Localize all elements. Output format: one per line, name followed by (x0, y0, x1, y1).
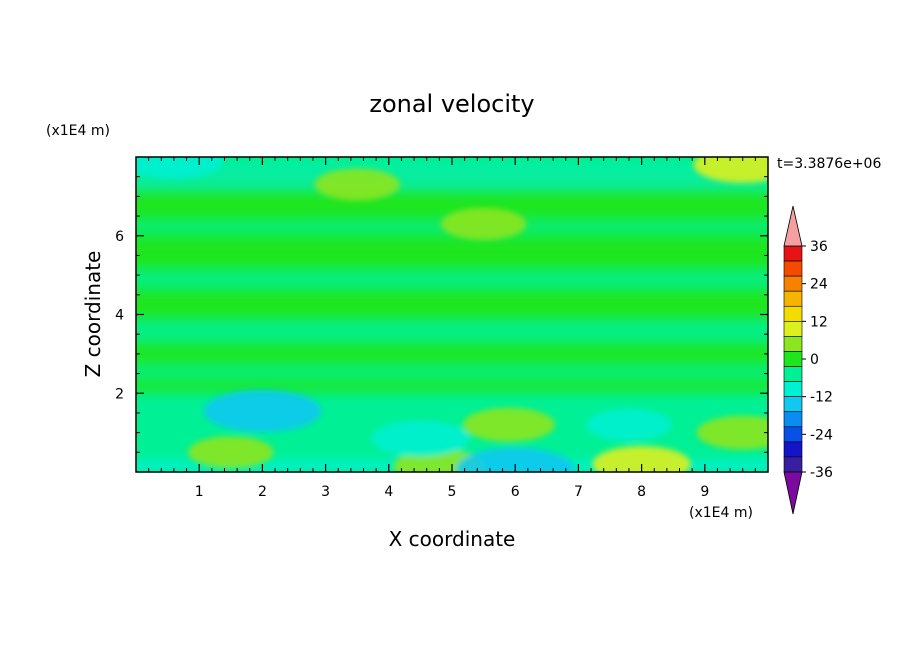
colorbar-band (783, 456, 803, 473)
colorbar-band (783, 260, 803, 277)
plot-field (136, 157, 768, 472)
x-tick-label: 8 (637, 484, 646, 500)
band-mid-1 (136, 268, 768, 290)
colorbar-band (783, 351, 803, 367)
velocity-feature (456, 447, 574, 472)
colorbar-band (783, 426, 803, 443)
x-tick-label: 4 (384, 484, 393, 500)
features-layer (136, 157, 768, 472)
colorbar-band (783, 396, 803, 413)
band-mid-2 (136, 318, 768, 344)
colorbar-label: 36 (810, 239, 828, 255)
colorbar-min-arrow (783, 471, 803, 515)
y-tick-label: 4 (115, 308, 124, 324)
chart-title: zonal velocity (369, 90, 534, 118)
x-tick-label: 1 (195, 484, 204, 500)
colorbar-band (783, 275, 803, 292)
x-tick-label: 2 (258, 484, 267, 500)
y-tick-label: 6 (115, 229, 124, 245)
colorbar-band (783, 321, 803, 337)
x-tick-label: 7 (574, 484, 583, 500)
colorbar-label: 12 (810, 314, 828, 330)
velocity-feature (462, 407, 555, 442)
velocity-feature (592, 446, 691, 472)
y-axis-label: Z coordinate (81, 251, 105, 378)
colorbar-band (783, 336, 803, 352)
colorbar: 36 24 12 0 -12 -24 -36 (783, 205, 833, 515)
ticks-layer (136, 157, 768, 472)
colorbar-label: 0 (810, 352, 819, 368)
x-tick-labels: 1 2 3 4 5 6 7 8 9 (195, 484, 710, 500)
colorbar-band (783, 245, 803, 262)
time-label: t=3.3876e+06 (777, 156, 881, 172)
x-tick-label: 5 (448, 484, 457, 500)
x-axis-label: X coordinate (389, 527, 516, 551)
colorbar-band (783, 441, 803, 458)
x-scale-label: (x1E4 m) (689, 505, 753, 521)
colorbar-band (783, 366, 803, 382)
velocity-feature (314, 168, 401, 201)
velocity-feature (188, 436, 274, 469)
velocity-feature (586, 408, 672, 441)
colorbar-label: -12 (810, 390, 833, 406)
band-top-2 (136, 166, 768, 192)
x-tick-label: 6 (511, 484, 520, 500)
colorbar-max-arrow (783, 205, 803, 247)
x-tick-label: 9 (700, 484, 709, 500)
velocity-feature (440, 207, 527, 240)
colorbar-label: 24 (810, 277, 828, 293)
x-tick-label: 3 (321, 484, 330, 500)
colorbar-label: -24 (810, 427, 833, 443)
velocity-feature (696, 415, 768, 450)
velocity-feature (203, 389, 322, 432)
colorbar-band (783, 290, 803, 307)
colorbar-band (783, 381, 803, 397)
velocity-feature (693, 157, 768, 183)
colorbar-label: -36 (810, 465, 833, 481)
band-mid-3 (136, 362, 768, 382)
colorbar-band (783, 305, 803, 322)
y-tick-label: 2 (115, 386, 124, 402)
velocity-feature (371, 420, 470, 457)
y-scale-label: (x1E4 m) (46, 123, 110, 139)
y-tick-labels: 2 4 6 (115, 229, 124, 403)
velocity-feature (136, 157, 224, 179)
colorbar-band (783, 411, 803, 428)
